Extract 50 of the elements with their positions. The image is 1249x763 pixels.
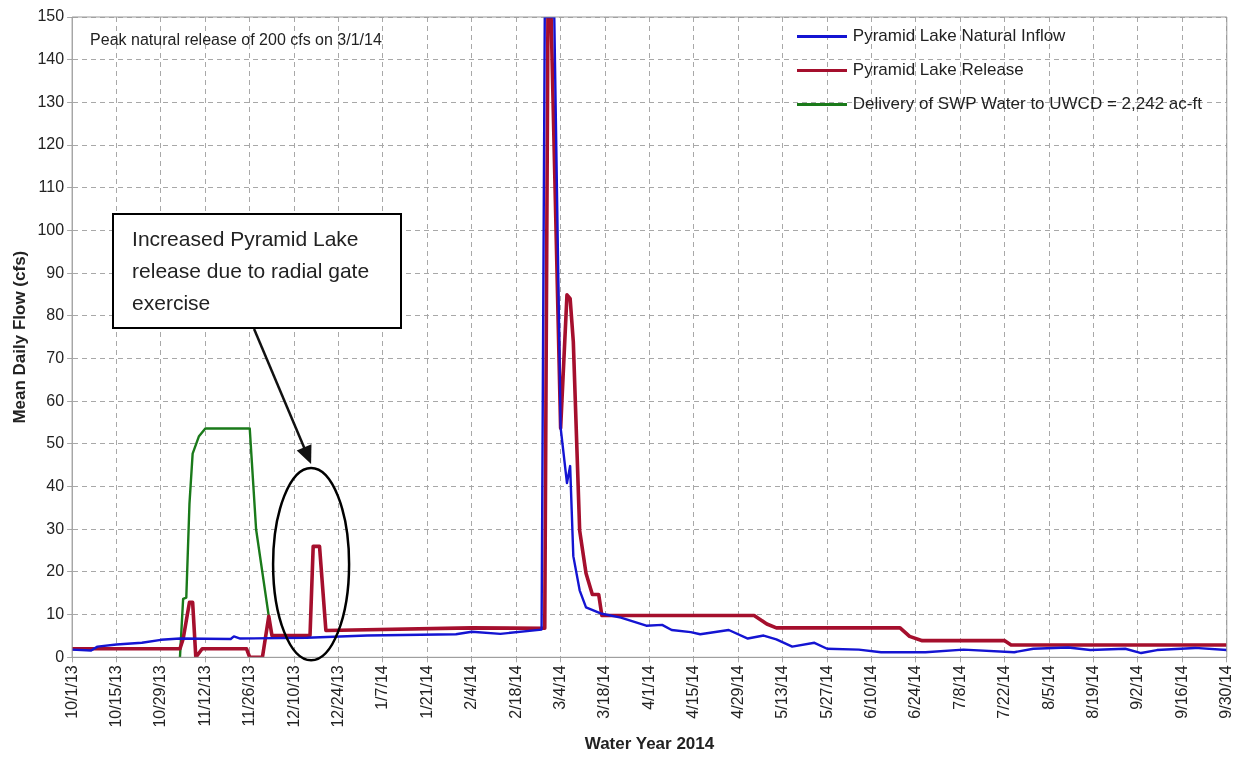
legend-label: Delivery of SWP Water to UWCD = 2,242 ac-ft [852, 94, 1202, 114]
y-tick-label: 30 [46, 519, 65, 537]
x-tick-label: 5/27/14 [817, 665, 835, 719]
x-tick-label: 4/29/14 [728, 665, 746, 719]
x-tick-label: 11/12/13 [195, 665, 213, 727]
x-tick-label: 6/10/14 [861, 665, 879, 719]
x-tick-label: 9/30/14 [1217, 665, 1235, 719]
x-tick-label: 2/18/14 [506, 665, 524, 719]
y-tick-label: 80 [46, 306, 65, 324]
y-tick-label: 0 [55, 647, 65, 665]
y-tick-label: 70 [46, 348, 65, 366]
x-axis-title: Water Year 2014 [584, 734, 715, 754]
x-tick-label: 9/2/14 [1128, 665, 1146, 710]
y-tick-label: 20 [46, 562, 65, 580]
y-tick-label: 140 [37, 50, 65, 68]
y-tick-label: 150 [37, 7, 65, 25]
x-tick-label: 10/29/13 [151, 665, 169, 728]
x-tick-label: 12/10/13 [284, 665, 302, 728]
x-tick-label: 6/24/14 [906, 665, 924, 719]
y-tick-label: 100 [37, 220, 65, 238]
y-tick-label: 110 [38, 178, 65, 196]
y-tick-label: 60 [46, 391, 65, 409]
y-tick-label: 130 [37, 92, 65, 110]
x-tick-label: 1/21/14 [417, 665, 435, 719]
x-tick-label: 7/8/14 [950, 665, 968, 710]
x-tick-label: 3/18/14 [595, 665, 613, 719]
x-tick-label: 8/5/14 [1039, 665, 1057, 710]
x-tick-label: 10/1/13 [62, 665, 80, 719]
y-axis-title: Mean Daily Flow (cfs) [9, 250, 29, 424]
annotation: Peak natural release of 200 cfs on 3/1/14 [90, 31, 382, 49]
y-tick-label: 120 [37, 135, 65, 153]
y-tick-label: 10 [46, 605, 65, 623]
x-tick-label: 7/22/14 [995, 665, 1013, 719]
x-tick-label: 1/7/14 [373, 665, 391, 710]
x-tick-label: 12/24/13 [328, 665, 346, 728]
y-tick-label: 50 [46, 434, 65, 452]
x-tick-label: 4/15/14 [684, 665, 702, 719]
y-tick-label: 40 [46, 476, 65, 494]
x-tick-label: 5/13/14 [773, 665, 791, 719]
y-tick-label: 90 [46, 263, 65, 281]
x-tick-label: 3/4/14 [551, 665, 569, 710]
x-tick-label: 9/16/14 [1172, 665, 1190, 719]
x-tick-label: 2/4/14 [462, 665, 480, 710]
x-tick-label: 8/19/14 [1083, 665, 1101, 719]
x-tick-label: 11/26/13 [240, 665, 258, 727]
legend-label: Pyramid Lake Natural Inflow [852, 26, 1066, 46]
annotation: Increased Pyramid Lake release due to radial gate exercise [112, 213, 403, 329]
legend-label: Pyramid Lake Release [852, 60, 1024, 80]
x-tick-label: 10/15/13 [106, 665, 124, 728]
x-tick-label: 4/1/14 [639, 665, 657, 710]
